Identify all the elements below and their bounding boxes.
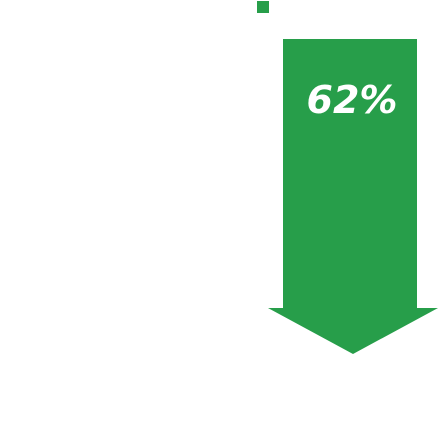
arrow-label: 62% [307,78,398,122]
legend-square [257,1,269,13]
down-arrow [268,39,438,354]
